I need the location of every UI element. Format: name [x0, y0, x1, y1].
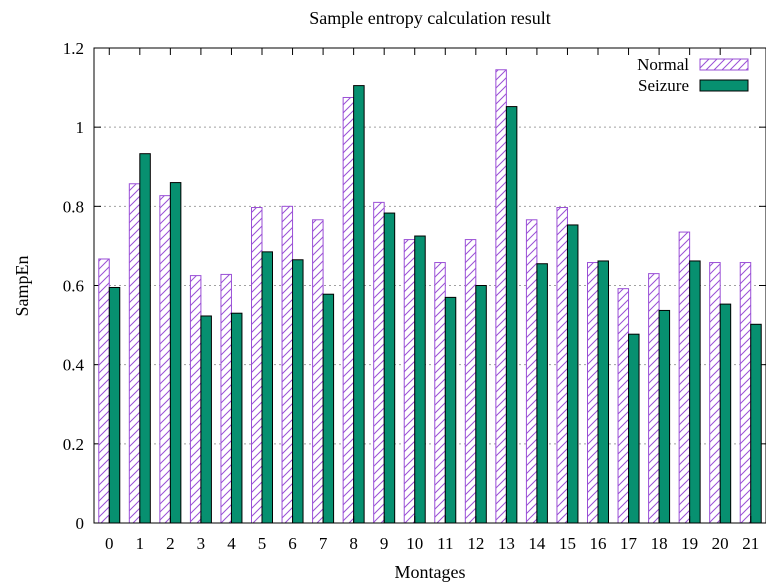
bar-seizure-18 — [658, 309, 671, 524]
x-axis-ticks: 0 1 2 3 4 5 6 7 8 9 10 11 12 13 14 15 16 17 18 19 20 21 — [105, 48, 759, 553]
x-tick-label: 20 — [712, 534, 729, 553]
bar-normal-12 — [464, 239, 477, 524]
bar-normal-9 — [373, 201, 385, 524]
x-tick-label: 11 — [437, 534, 453, 553]
chart-title: Sample entropy calculation result — [309, 8, 550, 28]
bar-normal-3 — [189, 275, 202, 524]
bar-normal-5 — [251, 207, 263, 524]
bar-normal-10 — [403, 239, 416, 524]
bar-normal-7 — [312, 219, 324, 524]
y-tick-label: 0 — [76, 514, 85, 533]
bar-seizure-4 — [230, 312, 243, 524]
y-axis-label: SampEn — [12, 256, 32, 317]
bar-seizure-3 — [200, 315, 212, 524]
plot-area-frame — [93, 47, 766, 524]
bar-normal-11 — [434, 262, 446, 524]
bar-normal-13 — [495, 69, 507, 524]
x-tick-label: 12 — [467, 534, 484, 553]
x-tick-label: 9 — [380, 534, 389, 553]
bar-seizure-13 — [505, 106, 518, 524]
bars — [98, 69, 762, 524]
y-tick-label: 0.2 — [63, 435, 84, 454]
x-tick-label: 1 — [136, 534, 145, 553]
x-tick-label: 3 — [197, 534, 206, 553]
legend: Normal Seizure — [637, 55, 749, 95]
bar-normal-20 — [709, 262, 721, 524]
bar-normal-0 — [98, 258, 110, 524]
bar-normal-14 — [525, 219, 538, 524]
x-axis-label: Montages — [395, 562, 466, 582]
bar-seizure-8 — [353, 85, 365, 524]
x-tick-label: 5 — [258, 534, 267, 553]
bar-seizure-21 — [750, 323, 762, 524]
bar-seizure-0 — [108, 286, 121, 524]
bar-seizure-6 — [292, 259, 304, 524]
bar-seizure-1 — [139, 153, 151, 524]
x-tick-label: 13 — [498, 534, 515, 553]
x-tick-label: 21 — [742, 534, 759, 553]
y-tick-label: 1.2 — [63, 39, 84, 58]
x-tick-label: 17 — [620, 534, 638, 553]
bar-seizure-17 — [628, 333, 640, 524]
x-tick-label: 4 — [227, 534, 236, 553]
x-tick-label: 10 — [406, 534, 423, 553]
x-tick-label: 15 — [559, 534, 576, 553]
bar-seizure-14 — [536, 263, 548, 524]
bar-normal-16 — [587, 262, 599, 524]
legend-label-seizure: Seizure — [638, 76, 689, 95]
legend-swatch-normal — [699, 58, 749, 71]
x-tick-label: 8 — [349, 534, 358, 553]
x-tick-label: 14 — [528, 534, 546, 553]
y-tick-label: 0.8 — [63, 197, 84, 216]
bar-normal-17 — [617, 288, 630, 524]
bar-normal-21 — [739, 262, 752, 524]
x-tick-label: 16 — [590, 534, 607, 553]
bar-normal-19 — [678, 231, 691, 524]
x-tick-label: 0 — [105, 534, 114, 553]
y-tick-label: 0.6 — [63, 277, 84, 296]
bar-seizure-10 — [414, 235, 426, 524]
bar-seizure-9 — [383, 212, 396, 524]
y-axis-ticks: 0 0.2 0.4 0.6 0.8 1 1.2 — [63, 39, 766, 533]
bar-seizure-16 — [597, 260, 609, 524]
x-tick-label: 19 — [681, 534, 698, 553]
bar-seizure-19 — [689, 260, 701, 524]
bar-normal-18 — [648, 273, 660, 524]
bar-normal-15 — [556, 207, 568, 524]
bar-normal-2 — [159, 195, 171, 524]
y-tick-label: 1 — [76, 118, 85, 137]
bar-seizure-12 — [475, 285, 487, 524]
x-tick-label: 6 — [288, 534, 297, 553]
bar-normal-1 — [128, 183, 141, 524]
bar-normal-8 — [342, 96, 355, 524]
y-tick-label: 0.4 — [63, 356, 85, 375]
bar-seizure-2 — [169, 182, 182, 524]
x-tick-label: 2 — [166, 534, 175, 553]
bar-seizure-5 — [261, 251, 273, 524]
bar-seizure-15 — [566, 224, 579, 524]
bar-seizure-20 — [719, 303, 732, 524]
legend-swatch-seizure — [699, 79, 749, 92]
legend-label-normal: Normal — [637, 55, 689, 74]
x-tick-label: 7 — [319, 534, 328, 553]
bar-normal-6 — [281, 205, 294, 524]
x-tick-label: 18 — [651, 534, 668, 553]
bar-seizure-7 — [322, 293, 335, 524]
bar-normal-4 — [220, 273, 232, 524]
bar-seizure-11 — [444, 296, 457, 524]
